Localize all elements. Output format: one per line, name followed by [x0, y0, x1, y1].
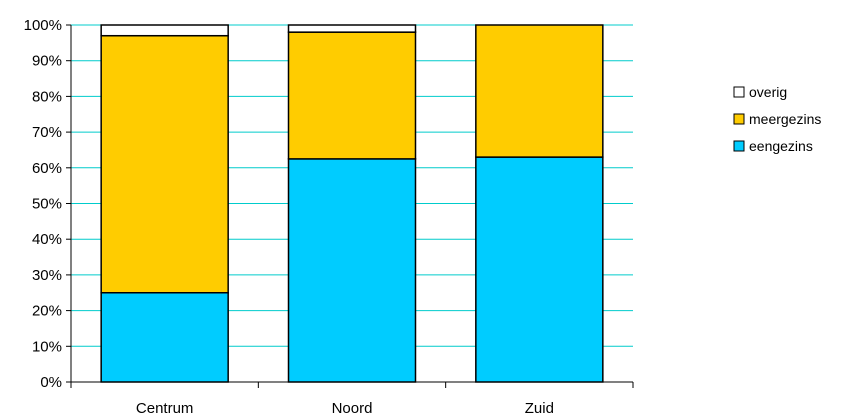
bar-segment-eengezins-zuid [475, 156, 604, 383]
y-tick-label: 20% [32, 303, 62, 320]
legend-swatch-eengezins [733, 140, 745, 152]
y-tick-label: 60% [32, 160, 62, 177]
bar-segment-overig-centrum [100, 24, 229, 37]
y-tick-label: 100% [24, 17, 62, 34]
y-tick-label: 10% [32, 338, 62, 355]
legend-label-overig: overig [749, 84, 787, 100]
y-tick-label: 80% [32, 88, 62, 105]
x-tick-labels: Centrum Noord Zuid [136, 400, 554, 417]
y-tick-label: 30% [32, 267, 62, 284]
bar-segment-overig-noord [287, 24, 417, 33]
y-tick-label: 40% [32, 231, 62, 248]
x-tick-label: Centrum [136, 400, 194, 417]
y-tick-label: 0% [40, 374, 62, 391]
y-tick-labels: 0% 10% 20% 30% 40% 50% 60% 70% 80% 90% 100% [24, 17, 62, 391]
bar-segment-meergezins-centrum [100, 34, 229, 294]
bar-segment-meergezins-noord [287, 31, 417, 160]
y-tick-label: 70% [32, 124, 62, 141]
x-tick-label: Noord [332, 400, 373, 417]
legend: overig meergezins eengezins [733, 84, 821, 154]
bar-segment-meergezins-zuid [475, 24, 604, 158]
y-tick-label: 90% [32, 53, 62, 70]
axes [66, 24, 634, 388]
legend-swatch-overig [733, 86, 745, 98]
bar-segment-eengezins-centrum [100, 292, 229, 383]
y-tick-label: 50% [32, 196, 62, 213]
bars [100, 24, 604, 383]
bar-segment-eengezins-noord [287, 158, 417, 383]
legend-label-meergezins: meergezins [749, 111, 821, 127]
legend-label-eengezins: eengezins [749, 138, 813, 154]
x-tick-label: Zuid [525, 400, 554, 417]
legend-swatch-meergezins [733, 113, 745, 125]
